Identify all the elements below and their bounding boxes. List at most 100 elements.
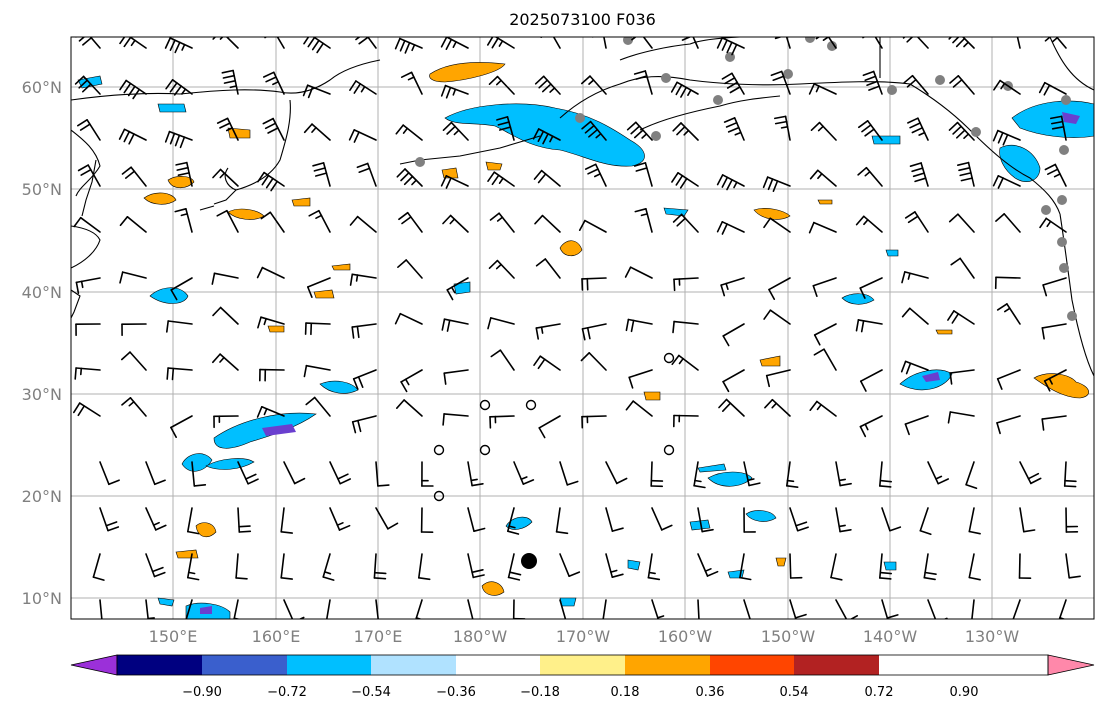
wind-barb-feather <box>108 479 120 486</box>
wind-barb <box>256 266 285 279</box>
wind-barb <box>559 553 581 578</box>
wind-barb-feather <box>537 358 546 370</box>
wind-barb-feather <box>701 528 714 533</box>
wind-barb-shaft <box>99 461 110 486</box>
wind-barb <box>513 461 535 485</box>
wind-barb-shaft <box>325 599 331 619</box>
wind-barb-shaft <box>725 398 745 417</box>
wind-barb-shaft <box>539 355 561 371</box>
wind-barb-feather <box>247 478 259 485</box>
wind-barb <box>878 461 893 488</box>
wind-barb-feather <box>912 172 925 178</box>
wind-barb-feather <box>415 623 426 626</box>
wind-barb-shaft <box>1045 217 1067 233</box>
wind-barb-shaft <box>857 319 883 325</box>
wind-barb <box>397 259 423 279</box>
wind-barb <box>121 351 147 371</box>
contour-region-orange <box>935 329 953 335</box>
wind-barb-feather <box>676 217 687 227</box>
wind-barb-feather <box>77 405 85 417</box>
wind-barb <box>813 348 837 371</box>
wind-barb-feather <box>212 37 217 40</box>
lon-label: 140°W <box>863 627 918 646</box>
wind-barb-feather <box>879 571 893 575</box>
wind-barb <box>762 176 791 192</box>
wind-barb-feather <box>611 527 624 532</box>
wind-barb-feather <box>495 263 502 270</box>
wind-barb <box>968 553 981 581</box>
wind-barb-shaft <box>305 322 331 325</box>
wind-barb-feather <box>726 179 733 191</box>
wind-barb <box>950 257 975 279</box>
wind-barb-shaft <box>959 257 975 279</box>
wind-barb-feather <box>119 79 127 91</box>
colorbar-tick-label: −0.18 <box>520 685 560 700</box>
wind-barb-feather <box>187 576 200 581</box>
wind-barb-shaft <box>261 266 285 279</box>
wind-barb <box>923 553 937 581</box>
wind-barb-shaft <box>693 461 699 487</box>
wind-barb-shaft <box>731 72 745 95</box>
wind-barb-feather <box>349 215 359 226</box>
wind-barb-feather <box>673 278 676 292</box>
wind-barb <box>584 163 607 187</box>
wind-barb-shaft <box>544 258 561 279</box>
wind-barb-shaft <box>916 37 929 49</box>
wind-barb-feather <box>864 75 877 81</box>
contour-region-blue <box>149 287 189 304</box>
wind-barb-feather <box>520 476 528 481</box>
wind-barb-shaft <box>881 507 891 532</box>
wind-barb-feather <box>352 378 359 390</box>
wind-barb-feather <box>721 72 733 80</box>
wind-barb-feather <box>257 316 262 329</box>
wind-barb-feather <box>1030 477 1042 485</box>
wind-barb-feather <box>683 129 690 136</box>
wind-barb <box>395 124 423 141</box>
contour-region-orange <box>817 199 833 205</box>
lat-label: 50°N <box>22 180 62 199</box>
map-title: 2025073100 F036 <box>509 10 656 29</box>
wind-barb-shaft <box>171 79 193 95</box>
wind-barb-shaft <box>677 172 699 187</box>
wind-barb <box>809 169 837 187</box>
wind-barb-feather <box>356 162 369 169</box>
wind-barb-feather <box>541 83 552 93</box>
wind-barb-feather <box>630 319 635 333</box>
wind-barb-feather <box>119 271 124 284</box>
wind-barb <box>280 507 294 534</box>
wind-barb-shaft <box>219 168 239 187</box>
wind-barb-shaft <box>866 120 883 141</box>
station-dot <box>1057 237 1067 247</box>
wind-barb-feather <box>968 576 981 581</box>
wind-barb-feather <box>181 43 186 51</box>
calm-circle <box>525 399 537 411</box>
wind-barb-feather <box>718 398 728 409</box>
wind-barb-feather <box>996 422 1001 435</box>
wind-barb-feather <box>918 131 926 136</box>
wind-barb-feather <box>128 400 135 407</box>
wind-barb-feather <box>442 413 445 426</box>
wind-barb-shaft <box>721 174 745 187</box>
wind-barb-feather <box>1003 307 1011 313</box>
wind-barb <box>187 507 200 535</box>
wind-barb <box>394 37 423 54</box>
wind-barb-feather <box>763 217 772 229</box>
wind-barb-feather <box>849 614 859 619</box>
wind-barb-feather <box>82 83 92 93</box>
wind-barb-feather <box>339 478 352 485</box>
wind-barb-feather <box>839 482 852 487</box>
wind-barb-feather <box>118 128 126 140</box>
wind-barb <box>716 221 745 235</box>
wind-barb-feather <box>263 317 267 326</box>
wind-barb-shaft <box>237 461 249 485</box>
contour-region-blue <box>885 249 899 257</box>
wind-barb <box>533 169 561 187</box>
wind-barb-feather <box>353 131 360 143</box>
wind-barb <box>396 168 423 187</box>
lat-label: 10°N <box>22 589 62 608</box>
wind-barb-feather <box>724 77 736 85</box>
wind-barb <box>763 309 791 325</box>
wind-barb-feather <box>1039 217 1047 229</box>
wind-barb-shaft <box>145 507 157 531</box>
wind-barb-shaft <box>721 221 745 233</box>
